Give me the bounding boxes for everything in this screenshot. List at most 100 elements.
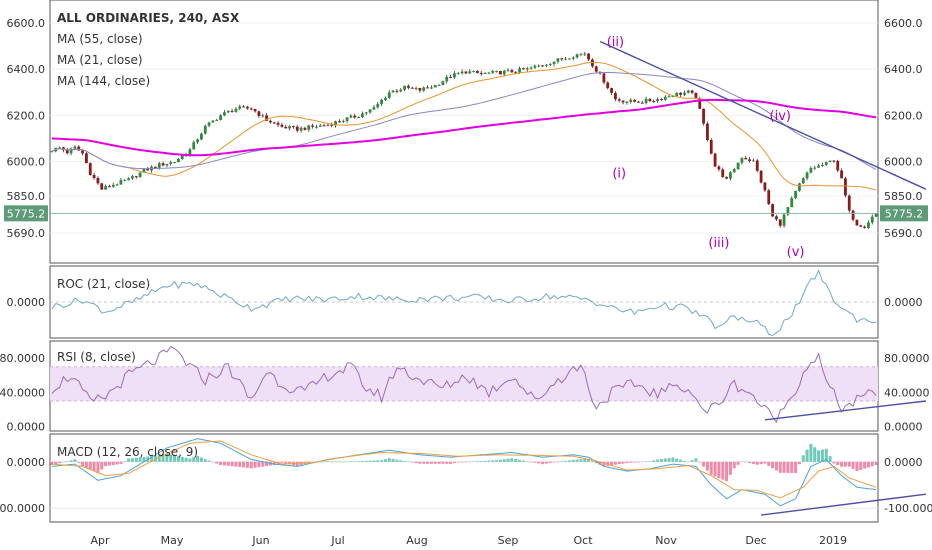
- candle-body: [353, 115, 357, 118]
- candle-body: [644, 98, 648, 103]
- macd-histogram-bar: [613, 461, 617, 465]
- candle-body: [640, 102, 644, 104]
- macd-trendline: [760, 493, 927, 516]
- macd-histogram-bar: [334, 461, 338, 462]
- macd-histogram-bar: [464, 461, 468, 463]
- macd-histogram-bar: [322, 461, 326, 462]
- macd-histogram-bar: [357, 461, 361, 462]
- macd-histogram-bar: [184, 457, 188, 462]
- macd-histogram-bar: [690, 460, 694, 462]
- candle-body: [740, 158, 744, 163]
- macd-histogram-bar: [123, 461, 127, 462]
- candle-body: [387, 92, 391, 98]
- macd-histogram-bar: [395, 459, 399, 462]
- candle-body: [824, 162, 828, 165]
- macd-histogram-bar: [253, 461, 257, 468]
- macd-histogram-bar: [238, 461, 242, 468]
- candle-body: [606, 82, 610, 89]
- macd-histogram-bar: [372, 460, 376, 462]
- macd-histogram-bar: [364, 460, 368, 462]
- macd-histogram-bar: [506, 458, 510, 462]
- macd-histogram-bar: [65, 461, 69, 462]
- candle-body: [752, 160, 755, 162]
- macd-histogram-bar: [725, 461, 729, 482]
- macd-histogram-bar: [598, 461, 602, 465]
- macd-histogram-bar: [433, 461, 437, 464]
- candle-body: [660, 99, 663, 101]
- macd-histogram-bar: [61, 461, 65, 463]
- macd-histogram-bar: [353, 461, 357, 462]
- macd-histogram-bar: [360, 460, 364, 462]
- macd-histogram-bar: [740, 461, 744, 462]
- price-trendline: [599, 40, 927, 190]
- candle-body: [836, 160, 840, 171]
- candle-body: [460, 71, 464, 74]
- candle-body: [437, 84, 441, 86]
- candle-body: [801, 178, 805, 184]
- macd-title: MACD (12, 26, close, 9): [57, 445, 199, 459]
- macd-histogram-bar: [529, 461, 533, 463]
- macd-histogram-bar: [111, 461, 115, 466]
- candle-body: [775, 216, 778, 220]
- price-ytick-right: 5850.0: [884, 190, 923, 203]
- macd-ytick-right: 0.0000: [884, 456, 923, 469]
- candle-body: [545, 64, 548, 66]
- macd-histogram-bar: [472, 461, 476, 462]
- macd-histogram-bar: [150, 456, 154, 462]
- candle-body: [594, 66, 598, 72]
- macd-histogram-bar: [644, 461, 648, 463]
- candle-body: [767, 190, 771, 205]
- macd-histogram-bar: [709, 461, 713, 475]
- macd-histogram-bar: [138, 457, 142, 462]
- macd-histogram-bar: [418, 461, 422, 464]
- macd-histogram-bar: [590, 460, 594, 462]
- candle-body: [58, 147, 61, 149]
- macd-histogram-bar: [226, 461, 230, 466]
- x-tick-label: Dec: [745, 534, 766, 547]
- candle-body: [702, 108, 705, 124]
- candle-body: [368, 109, 372, 113]
- macd-histogram-bar: [648, 461, 652, 462]
- macd-histogram-bar: [341, 461, 345, 463]
- candle-body: [453, 73, 456, 78]
- candle-body: [652, 101, 656, 103]
- macd-histogram-bar: [337, 461, 341, 463]
- macd-histogram-bar: [211, 461, 215, 463]
- macd-histogram-bar: [107, 461, 111, 466]
- macd-histogram-bar: [376, 460, 380, 462]
- candle-body: [269, 120, 272, 123]
- macd-histogram-bar: [387, 458, 391, 462]
- candle-body: [683, 92, 686, 95]
- x-tick-label: Oct: [573, 534, 593, 547]
- candle-body: [533, 65, 537, 68]
- candle-body: [261, 115, 265, 117]
- macd-histogram-bar: [667, 458, 671, 462]
- macd-histogram-bar: [349, 461, 353, 462]
- macd-histogram-bar: [380, 460, 384, 462]
- macd-histogram-bar: [728, 461, 732, 475]
- macd-histogram-bar: [801, 455, 805, 462]
- macd-histogram-bar: [851, 461, 855, 469]
- macd-histogram-bar: [575, 459, 579, 462]
- macd-histogram-bar: [836, 461, 840, 466]
- macd-ytick-left: 0.0000: [7, 456, 46, 469]
- candle-body: [483, 72, 487, 74]
- candle-body: [690, 90, 694, 93]
- candle-body: [725, 176, 728, 179]
- macd-histogram-bar: [207, 460, 211, 462]
- candle-body: [338, 121, 341, 123]
- macd-histogram-bar: [805, 449, 809, 462]
- candle-body: [238, 106, 242, 109]
- candle-body: [675, 92, 679, 97]
- candle-body: [211, 120, 215, 123]
- ma55-line: [51, 71, 877, 171]
- candle-body: [230, 110, 234, 112]
- rsi-ytick-left: 80.0000: [0, 352, 45, 365]
- macd-histogram-bar: [203, 459, 207, 462]
- candle-body: [502, 70, 506, 75]
- macd-histogram-bar: [479, 461, 483, 462]
- candle-body: [88, 163, 92, 176]
- candle-body: [763, 182, 767, 191]
- macd-histogram-bar: [694, 458, 698, 462]
- candle-body: [196, 139, 199, 143]
